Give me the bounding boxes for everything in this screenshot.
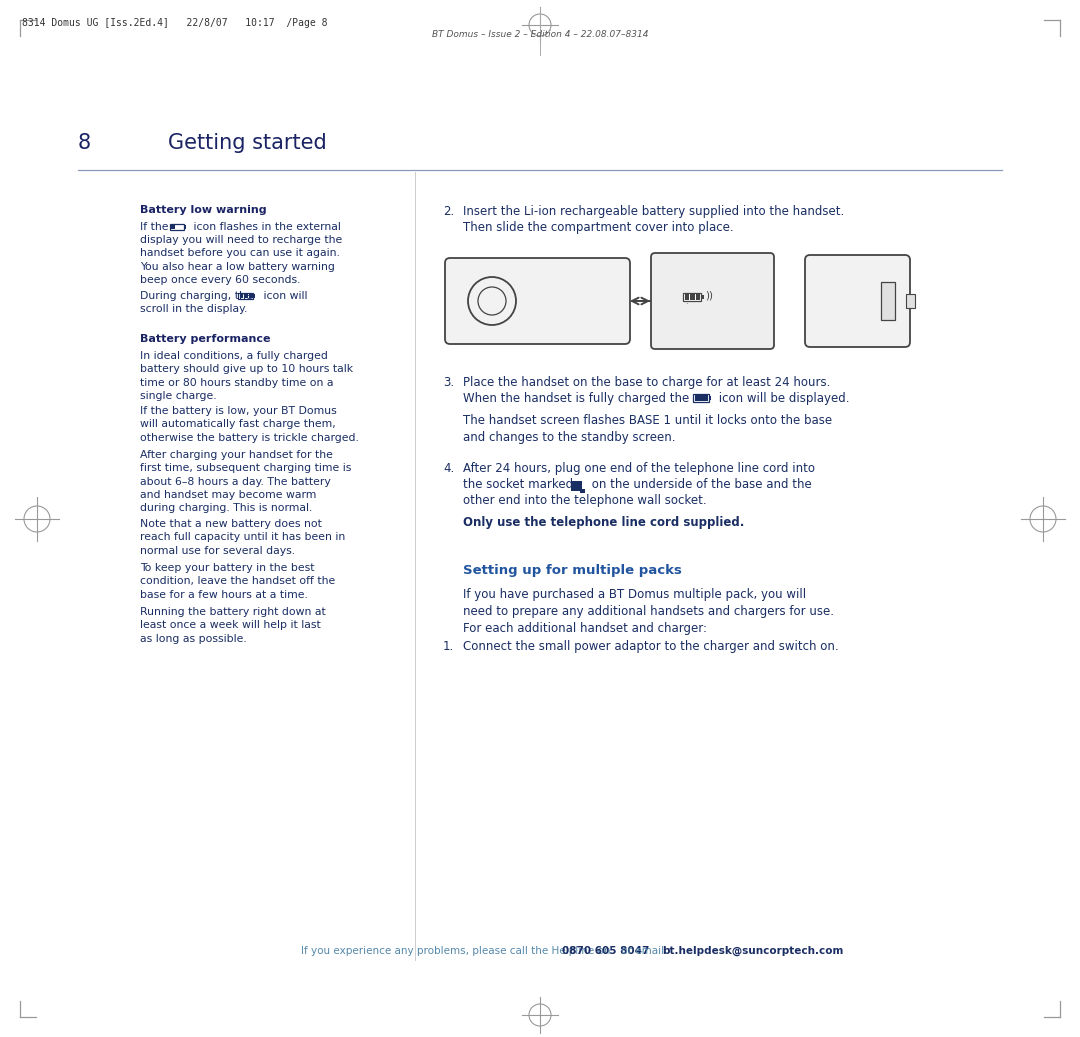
Text: 4.: 4. [443, 463, 455, 475]
Bar [184, 225, 186, 229]
Text: other end into the telephone wall socket.: other end into the telephone wall socket… [463, 494, 706, 507]
Bar [701, 295, 703, 300]
FancyBboxPatch shape [693, 394, 710, 401]
Text: After 24 hours, plug one end of the telephone line cord into: After 24 hours, plug one end of the tele… [463, 463, 815, 475]
Text: 0870 605 8047: 0870 605 8047 [562, 946, 649, 956]
Text: If you experience any problems, please call the Helpline on: If you experience any problems, please c… [300, 946, 613, 956]
Text: Running the battery right down at
least once a week will help it last
as long as: Running the battery right down at least … [140, 607, 326, 644]
Text: Battery performance: Battery performance [140, 334, 270, 344]
Text: Connect the small power adaptor to the charger and switch on.: Connect the small power adaptor to the c… [463, 640, 839, 653]
Text: icon flashes in the external: icon flashes in the external [190, 222, 341, 232]
FancyBboxPatch shape [683, 293, 701, 301]
Bar [700, 395, 703, 400]
Text: ·: · [685, 301, 688, 309]
Text: )): )) [705, 291, 713, 301]
Text: Battery low warning: Battery low warning [140, 205, 267, 215]
FancyBboxPatch shape [170, 224, 184, 230]
Bar [171, 225, 175, 229]
Text: 8: 8 [78, 133, 91, 153]
Text: Getting started: Getting started [168, 133, 327, 153]
Bar [244, 293, 248, 299]
Text: bt.helpdesk@suncorptech.com: bt.helpdesk@suncorptech.com [662, 946, 843, 956]
Text: 8314 Domus UG [Iss.2Ed.4]   22/8/07   10:17  /Page 8: 8314 Domus UG [Iss.2Ed.4] 22/8/07 10:17 … [22, 18, 327, 28]
Text: BT Domus – Issue 2 – Edition 4 – 22.08.07–8314: BT Domus – Issue 2 – Edition 4 – 22.08.0… [432, 30, 648, 39]
Text: on the underside of the base and the: on the underside of the base and the [588, 478, 812, 491]
Text: If the battery is low, your BT Domus
will automatically fast charge them,
otherw: If the battery is low, your BT Domus wil… [140, 407, 359, 443]
Text: The handset screen flashes BASE 1 until it locks onto the base
and changes to th: The handset screen flashes BASE 1 until … [463, 414, 832, 444]
Text: Only use the telephone line cord supplied.: Only use the telephone line cord supplie… [463, 516, 744, 529]
Text: Note that a new battery does not
reach full capacity until it has been in
normal: Note that a new battery does not reach f… [140, 518, 346, 556]
Bar [694, 395, 699, 400]
Text: 1.: 1. [443, 640, 455, 653]
Text: or email: or email [618, 946, 667, 956]
Text: After charging your handset for the
first time, subsequent charging time is
abou: After charging your handset for the firs… [140, 450, 351, 513]
Text: When the handset is fully charged the: When the handset is fully charged the [463, 392, 693, 405]
FancyBboxPatch shape [651, 253, 774, 349]
Text: Then slide the compartment cover into place.: Then slide the compartment cover into pl… [463, 221, 733, 234]
FancyBboxPatch shape [238, 292, 254, 300]
Bar [240, 293, 243, 299]
Text: In ideal conditions, a fully charged
battery should give up to 10 hours talk
tim: In ideal conditions, a fully charged bat… [140, 351, 353, 401]
Text: icon will be displayed.: icon will be displayed. [715, 392, 850, 405]
FancyBboxPatch shape [445, 258, 630, 344]
Text: display you will need to recharge the
handset before you can use it again.
You a: display you will need to recharge the ha… [140, 235, 342, 285]
Bar [696, 295, 700, 300]
Text: 2.: 2. [443, 205, 455, 218]
Text: During charging, the: During charging, the [140, 291, 256, 301]
Bar [881, 282, 895, 320]
Text: If you have purchased a BT Domus multiple pack, you will
need to prepare any add: If you have purchased a BT Domus multipl… [463, 588, 834, 636]
Text: Insert the Li-ion rechargeable battery supplied into the handset.: Insert the Li-ion rechargeable battery s… [463, 205, 845, 218]
Text: the socket marked: the socket marked [463, 478, 577, 491]
Text: Place the handset on the base to charge for at least 24 hours.: Place the handset on the base to charge … [463, 376, 831, 389]
Bar [906, 295, 915, 308]
Bar [704, 395, 708, 400]
Bar [710, 396, 712, 400]
FancyBboxPatch shape [805, 255, 910, 347]
Text: icon will: icon will [260, 291, 308, 301]
Bar [571, 481, 582, 491]
Text: scroll in the display.: scroll in the display. [140, 304, 247, 314]
Text: Setting up for multiple packs: Setting up for multiple packs [463, 564, 681, 577]
Text: 3.: 3. [443, 376, 454, 389]
Text: If the: If the [140, 222, 172, 232]
Text: To keep your battery in the best
condition, leave the handset off the
base for a: To keep your battery in the best conditi… [140, 563, 335, 599]
Bar [580, 489, 585, 493]
Bar [690, 295, 694, 300]
Bar [254, 293, 256, 298]
Bar [685, 295, 689, 300]
Bar [248, 293, 253, 299]
